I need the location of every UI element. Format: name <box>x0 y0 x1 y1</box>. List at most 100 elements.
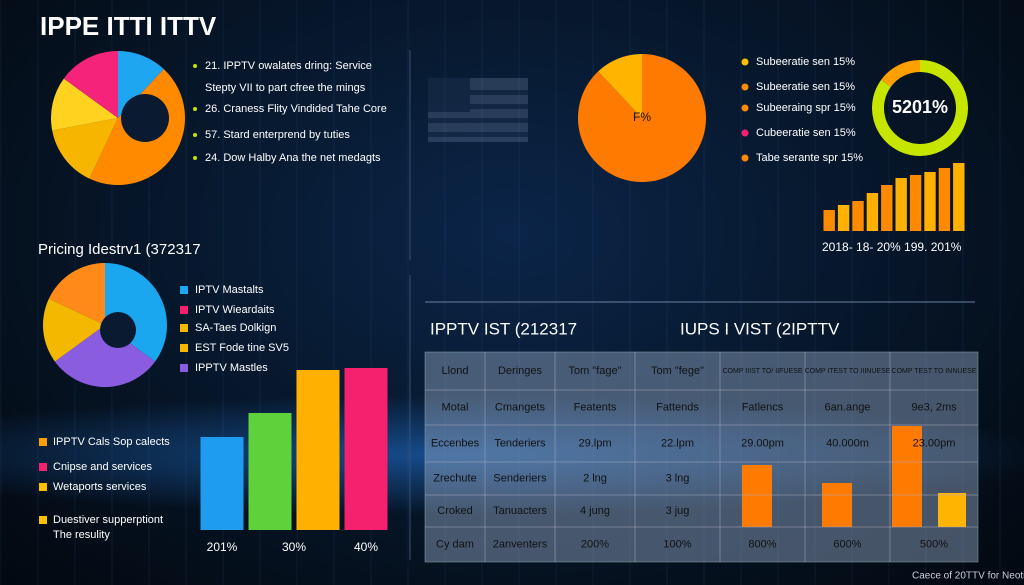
legend-swatch <box>39 438 47 446</box>
table-cell: 6an.ange <box>825 401 871 413</box>
pie-slice <box>577 54 706 183</box>
bar <box>892 426 922 527</box>
table-cell: Tom "fage" <box>568 365 621 377</box>
center-label: F% <box>633 110 651 124</box>
pie-slice <box>50 78 118 131</box>
table-cell: Senderiers <box>493 472 547 484</box>
table-cell: 800% <box>748 538 776 550</box>
legend-text: Subeeratie sen 15% <box>756 56 855 68</box>
bar <box>344 368 388 530</box>
legend-text: Tabe serante spr 15% <box>756 152 863 164</box>
legend-text: Cubeeratie sen 15% <box>756 127 856 139</box>
bar <box>823 210 835 231</box>
legend-text: IPPTV Mastles <box>195 362 268 374</box>
bar <box>938 493 966 527</box>
bar <box>837 205 850 231</box>
legend-bullet <box>193 133 197 137</box>
bar <box>938 168 951 231</box>
table-cell: 200% <box>581 538 609 550</box>
legend-swatch <box>180 364 188 372</box>
table-cell: Zrechute <box>433 472 476 484</box>
pie-slice <box>48 263 105 325</box>
table-cell: 22.lpm <box>661 437 694 449</box>
table-cell: Tanuacters <box>493 505 547 517</box>
pie-slice <box>52 118 118 179</box>
table-cell: 2anventers <box>493 538 548 550</box>
table-cell: Deringes <box>498 365 543 377</box>
table-cell: Fattends <box>656 401 699 413</box>
pie-slice <box>43 298 105 362</box>
table-cell: 9e3, 2ms <box>911 401 957 413</box>
bar <box>909 175 922 231</box>
table-cell: 500% <box>920 538 948 550</box>
bar <box>742 465 772 527</box>
table-cell: Tenderiers <box>494 437 546 449</box>
legend-text: 24. Dow Halby Ana the net medagts <box>205 152 381 164</box>
pie-hole <box>100 312 136 348</box>
legend-bullet <box>741 104 749 112</box>
bar <box>881 185 893 231</box>
legend-bullet <box>741 83 749 91</box>
legend-text: 57. Stard enterprend by tuties <box>205 129 350 141</box>
center-label: 5201% <box>892 97 948 117</box>
table-cell: COMP TEST TO INNUESE <box>892 368 977 375</box>
bar <box>953 163 965 231</box>
x-tick-label: 40% <box>354 540 378 554</box>
legend-text: 21. IPPTV owalates dring: Service <box>205 60 372 72</box>
table-title: IPPTV IST (212317 <box>430 319 577 338</box>
table-cell: Fatlencs <box>742 401 784 413</box>
pie-slice <box>54 325 156 387</box>
table-cell: 2 lng <box>583 472 607 484</box>
table-cell: COMP ITEST TO IIINUESE <box>805 368 891 375</box>
table-cell: 600% <box>833 538 861 550</box>
bar <box>924 172 936 231</box>
table-cell: COMP IIIST TO/ IIFUESE <box>722 368 802 375</box>
legend-bullet <box>741 129 749 137</box>
legend-text: 26. Craness Flity Vindided Tahe Core <box>205 103 387 115</box>
table-cell: 3 lng <box>666 472 690 484</box>
legend-text: Wetaports services <box>53 481 147 493</box>
table-cell: 4 jung <box>580 505 610 517</box>
pie-slice <box>63 51 118 118</box>
footer: Caece of 20TTV for Neotidsle <box>912 571 1024 582</box>
legend-bullet <box>193 107 197 111</box>
x-tick-label: 30% <box>282 540 306 554</box>
legend-text: Subeeratie sen 15% <box>756 81 855 93</box>
pie-hole <box>121 94 169 142</box>
pie-slice <box>598 54 642 118</box>
legend-swatch <box>180 344 188 352</box>
legend-swatch <box>39 463 47 471</box>
table-title: IUPS I VIST (2IPTTV <box>680 319 840 338</box>
table-cell: Featents <box>574 401 617 413</box>
table-cell: 100% <box>663 538 691 550</box>
table-cell: Llond <box>442 365 469 377</box>
table-cell: 3 jug <box>666 505 690 517</box>
legend-swatch <box>39 516 47 524</box>
bar <box>852 201 864 231</box>
legend-text: Duestiver supperptiont <box>53 514 163 526</box>
legend-text: Stepty VII to part cfree the mings <box>205 82 366 94</box>
legend-text: IPTV Mastalts <box>195 284 264 296</box>
table-cell: Cmangets <box>495 401 546 413</box>
x-tick-label: 201% <box>207 540 238 554</box>
x-label: 2018- 18- 20% 199. 201% <box>822 240 962 254</box>
legend-swatch <box>180 306 188 314</box>
table-cell: Tom "fege" <box>651 365 704 377</box>
table-cell: Eccenbes <box>431 437 480 449</box>
bar <box>822 483 852 527</box>
legend-text: The resulity <box>53 529 110 541</box>
table-cell: Croked <box>437 505 472 517</box>
table-cell: Cy dam <box>436 538 474 550</box>
table-cell: 40.000m <box>826 437 869 449</box>
legend-swatch <box>180 286 188 294</box>
donut-segment <box>881 60 921 88</box>
legend-text: IPPTV Cals Sop calects <box>53 436 170 448</box>
bar <box>200 437 244 530</box>
bar <box>895 178 907 231</box>
donut-segment <box>872 60 968 156</box>
legend-bullet <box>193 156 197 160</box>
bar <box>866 193 879 231</box>
bar <box>248 413 292 530</box>
legend-swatch <box>39 483 47 491</box>
